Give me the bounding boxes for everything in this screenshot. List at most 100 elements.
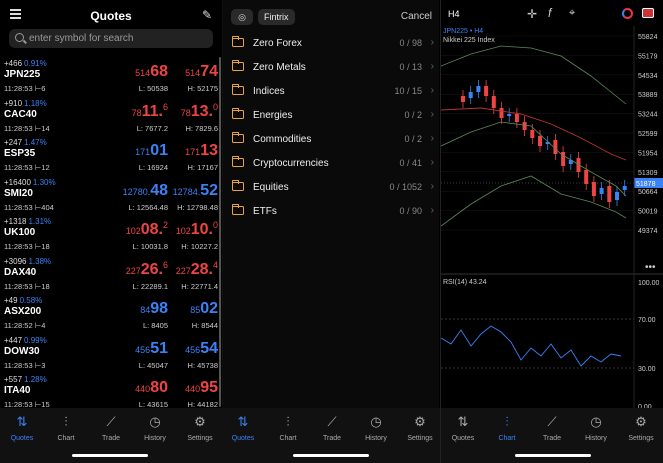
quote-row[interactable]: +16400 1.30% SMI20 11:28:53 ⊢404 12780.48 127… xyxy=(0,175,222,215)
quote-ask[interactable]: 12784.52 xyxy=(172,181,218,199)
quote-ask[interactable]: 44095 xyxy=(185,379,218,396)
nav-label: Settings xyxy=(628,435,654,442)
nav-settings[interactable]: ⚙ Settings xyxy=(398,414,442,442)
price-chart[interactable]: 55824 55179 54534 53889 53244 52599 51954 51309… xyxy=(441,26,663,408)
quote-low: L: 22289.1 xyxy=(132,281,168,291)
nav-chart[interactable]: ⫶ Chart xyxy=(266,414,310,442)
quote-symbol: CAC40 xyxy=(4,108,37,120)
symbol-group-item[interactable]: Equities 0 / 1052 › xyxy=(223,176,440,200)
nav-quotes[interactable]: ⇅ Quotes xyxy=(221,414,265,442)
trade-icon: ⟋ xyxy=(327,414,337,429)
symbol-group-item[interactable]: Energies 0 / 2 › xyxy=(223,104,440,128)
nav-label: Trade xyxy=(101,435,121,442)
quote-bid[interactable]: 7811.6 xyxy=(131,101,168,120)
quote-low: L: 8405 xyxy=(142,321,168,330)
quote-bid[interactable]: 10208.2 xyxy=(125,220,168,238)
nav-label: Trade xyxy=(322,435,342,442)
quote-bid[interactable]: 8498 xyxy=(140,300,168,317)
quotes-scrollbar[interactable] xyxy=(219,57,221,407)
quote-ask[interactable]: 22728.4 xyxy=(175,259,218,278)
nav-history[interactable]: ◷ History xyxy=(133,414,177,442)
nav-label: Settings xyxy=(407,435,433,442)
quote-ask[interactable]: 45654 xyxy=(185,339,218,357)
nav-chart[interactable]: ⫶ Chart xyxy=(485,414,529,442)
search-input[interactable]: enter symbol for search xyxy=(9,29,213,48)
quote-ask[interactable]: 7813.0 xyxy=(180,101,218,120)
quote-change: +1318 1.31% xyxy=(4,217,52,226)
home-indicator xyxy=(293,454,369,457)
price-tick-label: 53889 xyxy=(638,92,658,99)
quote-row[interactable]: +49 0.58% ASX200 11:28:52 ⊢4 8498 8502 L: 8405… xyxy=(0,293,222,333)
bottom-nav-middle: ⇅ Quotes ⫶ Chart ⟋ Trade ◷ History ⚙ Settings xyxy=(223,408,440,463)
quote-row[interactable]: +466 0.91% JPN225 11:28:53 ⊢6 51468 51474 L: 5… xyxy=(0,56,222,96)
symbol-group-item[interactable]: Indices 10 / 15 › xyxy=(223,80,440,104)
nav-chart[interactable]: ⫶ Chart xyxy=(44,414,88,442)
symbol-group-item[interactable]: Cryptocurrencies 0 / 41 › xyxy=(223,152,440,176)
nav-label: Quotes xyxy=(10,435,34,442)
quote-ask[interactable]: 10210.0 xyxy=(175,220,218,238)
quote-low: L: 12564.48 xyxy=(128,202,168,212)
quote-symbol: DOW30 xyxy=(4,345,40,357)
group-name: Commodities xyxy=(253,134,312,145)
nav-settings[interactable]: ⚙ Settings xyxy=(619,414,663,442)
nav-label: History xyxy=(585,435,607,442)
quote-bid[interactable]: 12780.48 xyxy=(122,181,168,199)
quote-bid[interactable]: 44080 xyxy=(135,379,168,396)
quote-spread: 15 xyxy=(41,400,50,409)
quote-row[interactable]: +447 0.99% DOW30 11:28:53 ⊢3 45651 45654 L: 45… xyxy=(0,333,222,373)
chevron-right-icon: › xyxy=(430,205,434,216)
cancel-button[interactable]: Cancel xyxy=(400,11,432,22)
edit-icon[interactable]: ✎ xyxy=(201,8,212,22)
nav-trade[interactable]: ⟋ Trade xyxy=(530,414,574,442)
quote-symbol: UK100 xyxy=(4,227,36,238)
group-name: Energies xyxy=(253,110,293,121)
indicators-icon[interactable]: f xyxy=(548,6,552,20)
nav-trade[interactable]: ⟋ Trade xyxy=(310,414,354,442)
broker-logo-icon[interactable]: ◎ xyxy=(231,9,253,25)
price-tick-label: 51309 xyxy=(638,170,658,177)
nav-history[interactable]: ◷ History xyxy=(354,414,398,442)
symbol-group-item[interactable]: Zero Metals 0 / 13 › xyxy=(223,56,440,80)
quotes-icon: ⇅ xyxy=(457,414,469,429)
nav-history[interactable]: ◷ History xyxy=(574,414,618,442)
group-count: 0 / 41 xyxy=(399,158,422,168)
broker-name[interactable]: Fintrix xyxy=(258,9,295,25)
quote-row[interactable]: +3096 1.38% DAX40 11:28:53 ⊢18 22726.6 22728.… xyxy=(0,254,222,294)
quote-spread: 3 xyxy=(41,360,46,370)
quote-ask[interactable]: 17113 xyxy=(185,142,218,159)
nav-quotes[interactable]: ⇅ Quotes xyxy=(0,414,44,442)
list-icon[interactable] xyxy=(10,9,21,19)
flag-icon[interactable] xyxy=(642,8,654,18)
crosshair-icon[interactable]: ✛ xyxy=(527,7,538,21)
quote-bid[interactable]: 51468 xyxy=(135,63,168,80)
symbol-group-item[interactable]: Zero Forex 0 / 98 › xyxy=(223,32,440,56)
quote-row[interactable]: +910 1.18% CAC40 11:28:53 ⊢14 7811.6 7813.0 L:… xyxy=(0,96,222,136)
quote-row[interactable]: +557 1.28% ITA40 11:28:53 ⊢15 44080 44095 L: 4… xyxy=(0,372,222,412)
nav-quotes[interactable]: ⇅ Quotes xyxy=(441,414,485,442)
quote-ask[interactable]: 8502 xyxy=(190,300,218,317)
quote-row[interactable]: +247 1.47% ESP35 11:28:53 ⊢12 17101 17113 L: 1… xyxy=(0,135,222,175)
chart-panel: H4 ✛ f ⌖ 55824 55179 54534 53889 53244 52599 5… xyxy=(440,0,663,463)
bollinger-lower xyxy=(441,175,627,227)
timeframe-button[interactable]: H4 xyxy=(448,9,460,19)
timer-icon[interactable] xyxy=(622,8,633,19)
quote-time: 11:28:53 ⊢18 xyxy=(4,281,50,291)
symbol-group-item[interactable]: ETFs 0 / 90 › xyxy=(223,200,440,224)
quote-bid[interactable]: 45651 xyxy=(135,339,168,357)
more-icon[interactable]: ••• xyxy=(645,262,656,273)
quote-row[interactable]: +1318 1.31% UK100 11:28:53 ⊢18 10208.2 10210.… xyxy=(0,214,222,254)
spread-icon: ⊢ xyxy=(34,84,42,93)
candle-body xyxy=(530,130,535,138)
nav-trade[interactable]: ⟋ Trade xyxy=(89,414,133,442)
quote-change: +16400 1.30% xyxy=(4,177,56,187)
quote-ask[interactable]: 51474 xyxy=(185,63,218,80)
objects-icon[interactable]: ⌖ xyxy=(569,7,576,19)
spread-icon: ⊢ xyxy=(34,123,42,133)
price-tick-label: 55824 xyxy=(638,34,658,41)
symbol-group-item[interactable]: Commodities 0 / 2 › xyxy=(223,128,440,152)
quote-bid[interactable]: 22726.6 xyxy=(125,259,168,278)
nav-settings[interactable]: ⚙ Settings xyxy=(178,414,222,442)
quote-spread: 14 xyxy=(41,123,50,133)
quote-bid[interactable]: 17101 xyxy=(135,142,168,159)
quote-low: L: 45047 xyxy=(138,360,168,370)
